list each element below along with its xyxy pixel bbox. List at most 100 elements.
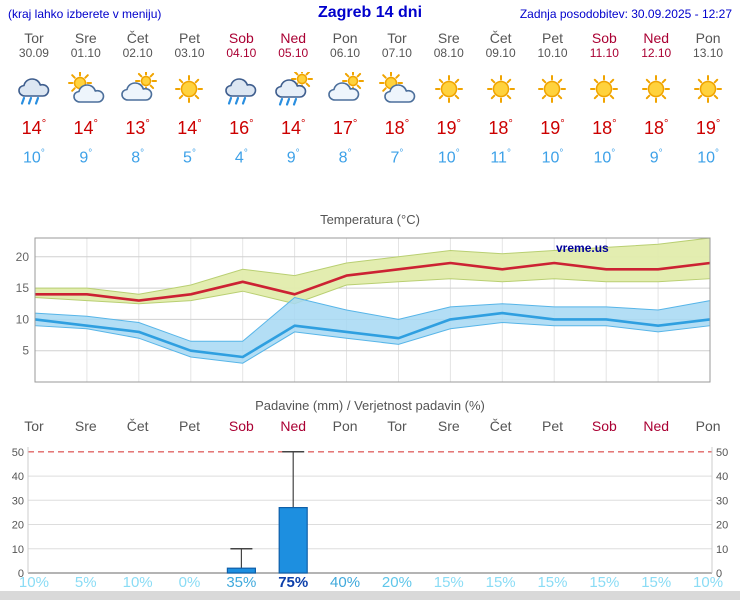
precip-day-label: Sob — [591, 418, 617, 434]
mostly-cloudy-icon — [319, 69, 371, 109]
rain-glyph — [225, 78, 257, 105]
sunny-glyph — [486, 75, 515, 103]
sunny-icon — [164, 69, 216, 109]
day-cell-tor-30.09[interactable]: Tor 30.09 14° 10° — [8, 30, 60, 170]
menu-hint: (kraj lahko izberete v meniju) — [8, 7, 162, 21]
low-temp: 10° — [541, 148, 564, 167]
day-cell-pon-13.10[interactable]: Pon 13.10 19° 10° — [682, 30, 734, 170]
sunny-icon — [423, 69, 475, 109]
precip-probability: 35% — [226, 574, 257, 591]
mostly-cloudy-glyph — [120, 72, 157, 101]
precip-probability: 20% — [381, 574, 412, 591]
day-date: 04.10 — [226, 46, 257, 60]
precip-ytick-right: 50 — [716, 447, 728, 459]
day-name: Pet — [541, 30, 563, 46]
day-cell-čet-09.10[interactable]: Čet 09.10 18° 11° — [475, 30, 527, 170]
high-temp: 19° — [436, 118, 462, 138]
high-temp: 14° — [280, 118, 306, 138]
precip-probability: 10% — [122, 574, 153, 591]
precip-ytick-left: 30 — [12, 495, 24, 507]
precip-probability: 40% — [330, 574, 361, 591]
day-date: 06.10 — [330, 46, 361, 60]
day-name: Ned — [280, 30, 307, 46]
precipitation-chart-canvas: 0 0 10 10 20 20 30 30 40 40 50 50 — [12, 447, 729, 578]
day-name: Pon — [332, 30, 358, 46]
day-date: 02.10 — [122, 46, 153, 60]
high-temp: 14° — [177, 118, 202, 138]
precip-day-label: Sre — [437, 418, 460, 434]
precip-day-label: Ned — [643, 418, 670, 434]
low-temp: 8° — [131, 148, 145, 167]
last-update: Zadnja posodobitev: 30.09.2025 - 12:27 — [519, 7, 732, 21]
sunny-glyph — [642, 75, 671, 103]
precip-ytick-right: 30 — [716, 495, 728, 507]
partly-cloudy-glyph — [67, 72, 105, 103]
low-temp: 9° — [649, 148, 663, 167]
min-temp-line — [34, 311, 711, 359]
high-temp: 18° — [592, 118, 617, 138]
precipitation-chart-title: Padavine (mm) / Verjetnost padavin (%) — [255, 398, 485, 413]
day-date: 10.10 — [537, 46, 568, 60]
precip-day-label: Ned — [280, 418, 307, 434]
day-date: 09.10 — [485, 46, 516, 60]
precip-probability: 15% — [537, 574, 568, 591]
high-temp: 18° — [488, 118, 513, 138]
sunny-glyph — [434, 75, 463, 103]
day-cell-pet-03.10[interactable]: Pet 03.10 14° 5° — [164, 30, 216, 170]
rain-icon — [215, 69, 267, 109]
day-name: Ned — [643, 30, 670, 46]
day-name: Čet — [126, 30, 149, 46]
precip-probability: 0% — [178, 574, 201, 591]
low-temp: 11° — [490, 148, 511, 167]
low-temp: 10° — [23, 148, 45, 167]
rain-glyph — [18, 78, 50, 105]
precip-bar — [278, 506, 308, 574]
day-cell-ned-12.10[interactable]: Ned 12.10 18° 9° — [630, 30, 682, 170]
precip-day-label: Pon — [332, 418, 358, 434]
day-cell-pet-10.10[interactable]: Pet 10.10 19° 10° — [527, 30, 579, 170]
day-cell-čet-02.10[interactable]: Čet 02.10 13° 8° — [112, 30, 164, 170]
day-name: Pet — [178, 30, 200, 46]
precip-probability: 10% — [693, 574, 724, 591]
precip-day-label: Tor — [24, 418, 44, 434]
max-temp-band — [34, 237, 711, 305]
low-temp: 4° — [234, 148, 248, 167]
day-date: 01.10 — [70, 46, 101, 60]
mostly-cloudy-icon — [112, 69, 164, 109]
temperature-chart-title: Temperatura (°C) — [320, 212, 420, 227]
sunny-icon — [578, 69, 630, 109]
precip-ytick-left: 50 — [12, 447, 24, 459]
day-name: Čet — [489, 30, 512, 46]
day-cell-sob-04.10[interactable]: Sob 04.10 16° 4° — [215, 30, 267, 170]
day-name: Sre — [74, 30, 97, 46]
high-temp: 19° — [540, 118, 565, 138]
precip-day-labels: Tor Sre Čet Pet Sob Ned Pon Tor Sre Čet Pet Sob Ned P… — [8, 418, 734, 436]
low-temp: 9° — [286, 148, 300, 167]
sunny-glyph — [175, 75, 204, 103]
day-name: Tor — [387, 30, 407, 46]
high-temp: 14° — [21, 118, 47, 138]
probability-row: 10% 5% 10% 0% 35% 75% 40% 20% 15% 15% 15% 15% 15% 10% — [8, 574, 734, 592]
precip-ytick-right: 10 — [716, 544, 728, 556]
partly-cloudy-icon — [60, 69, 112, 109]
sunny-icon — [630, 69, 682, 109]
temp-ytick: 10 — [16, 312, 30, 326]
temperature-chart: Temperatura (°C) 5 10 15 20 vreme.us — [0, 212, 740, 394]
precip-probability: 75% — [278, 574, 309, 591]
day-cell-tor-07.10[interactable]: Tor 07.10 18° 7° — [371, 30, 423, 170]
day-cell-sre-01.10[interactable]: Sre 01.10 14° 9° — [60, 30, 112, 170]
high-temp: 14° — [73, 118, 99, 138]
precip-probability: 15% — [641, 574, 672, 591]
day-cell-pon-06.10[interactable]: Pon 06.10 17° 8° — [319, 30, 371, 170]
day-cell-sre-08.10[interactable]: Sre 08.10 19° 10° — [423, 30, 475, 170]
day-name: Pon — [695, 30, 721, 46]
day-name: Sob — [228, 30, 254, 46]
precip-probability: 15% — [589, 574, 620, 591]
day-date: 03.10 — [174, 46, 205, 60]
precip-day-label: Pon — [695, 418, 721, 434]
day-cell-ned-05.10[interactable]: Ned 05.10 14° 9° — [267, 30, 319, 170]
sunny-glyph — [538, 75, 567, 103]
precipitation-chart: Padavine (mm) / Verjetnost padavin (%) T… — [0, 398, 740, 594]
day-cell-sob-11.10[interactable]: Sob 11.10 18° 10° — [578, 30, 630, 170]
day-date: 30.09 — [18, 46, 49, 60]
